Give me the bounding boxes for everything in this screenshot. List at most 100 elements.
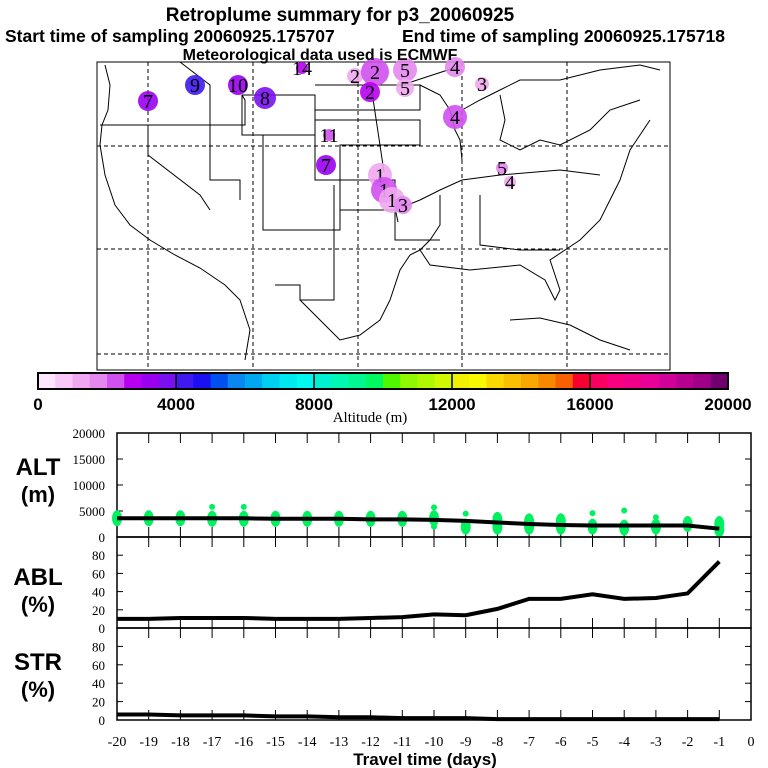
plume-marker-dot <box>347 68 363 84</box>
plume-marker: 2 <box>360 82 380 104</box>
particle-cluster-point <box>462 510 469 517</box>
plume-marker-dot <box>445 57 465 77</box>
plume-marker-label: 4 <box>450 107 460 129</box>
plume-marker-dot <box>475 77 489 91</box>
y-tick-label: 0 <box>99 621 106 636</box>
series-line-str <box>117 712 720 722</box>
plume-marker: 5 <box>496 158 508 180</box>
colorbar-swatch <box>245 373 263 389</box>
colorbar-swatch <box>227 373 246 389</box>
trajectory-map: 791081411722255434111354 <box>96 57 671 371</box>
plume-marker-label: 9 <box>190 75 200 97</box>
colorbar-tick-label: 8000 <box>295 395 333 414</box>
colorbar-swatch <box>55 373 73 389</box>
plume-marker-label: 1 <box>387 190 397 212</box>
particle-cluster-point <box>589 510 596 517</box>
x-tick-label: -15 <box>266 735 285 750</box>
colorbar-swatch <box>434 373 453 389</box>
plume-marker-label: 11 <box>319 125 338 147</box>
altitude-colorbar: 0 4000 8000 12000 16000 20000 <box>33 372 752 414</box>
colorbar-swatch <box>176 373 194 389</box>
plume-marker-dot <box>296 62 308 74</box>
plume-marker-label: 4 <box>450 57 460 79</box>
colorbar-tick-label: 20000 <box>704 395 751 414</box>
particle-cluster-point <box>209 503 216 510</box>
plume-marker-dot <box>254 87 276 109</box>
plume-marker-label: 3 <box>398 195 408 217</box>
y-tick-label: 20000 <box>73 426 106 441</box>
colorbar-swatch <box>555 373 574 389</box>
plume-marker-label: 10 <box>228 75 248 97</box>
colorbar-swatch <box>400 373 418 389</box>
panel-yunit: (%) <box>21 677 55 702</box>
plume-marker-label: 5 <box>400 60 410 82</box>
x-tick-label: -12 <box>361 735 380 750</box>
colorbar-swatch <box>538 373 556 389</box>
plume-marker-dot <box>361 58 389 86</box>
panel-yunit: (m) <box>21 482 55 507</box>
plume-marker-label: 1 <box>375 165 385 187</box>
panel-ylabel: ALT <box>16 454 61 481</box>
plume-marker-dot <box>138 91 158 111</box>
colorbar-swatch <box>141 373 160 389</box>
x-tick-label: -5 <box>587 735 599 750</box>
plume-marker-label: 3 <box>477 74 487 96</box>
colorbar-swatch <box>72 373 91 389</box>
colorbar-swatch <box>641 373 660 389</box>
y-tick-label: 15000 <box>73 452 106 467</box>
colorbar-frame <box>37 372 729 390</box>
particle-cluster-point <box>621 507 628 514</box>
colorbar-swatch <box>469 373 487 389</box>
colorbar-swatch <box>590 373 608 389</box>
map-frame <box>96 61 671 371</box>
plume-marker-label: 5 <box>497 158 507 180</box>
x-tick-label: -3 <box>650 735 662 750</box>
colorbar-swatch <box>676 373 694 389</box>
colorbar-swatch <box>296 373 315 389</box>
x-tick-label: -13 <box>330 735 349 750</box>
x-tick-label: -9 <box>460 735 472 750</box>
plume-marker-label: 14 <box>292 58 312 80</box>
particle-cluster-point <box>431 523 437 530</box>
colorbar-swatch <box>452 373 470 389</box>
colorbar-swatch <box>521 373 539 389</box>
plume-marker: 2 <box>347 66 363 88</box>
met-data-label: Meteorological data used is ECMWF <box>183 47 458 64</box>
x-tick-label: -11 <box>393 735 411 750</box>
particle-cluster-point <box>240 503 247 510</box>
y-tick-label: 40 <box>92 676 105 691</box>
colorbar-swatch <box>503 373 522 389</box>
y-tick-label: 40 <box>92 585 105 600</box>
plume-marker-dot <box>504 176 516 188</box>
x-tick-label: -19 <box>139 735 158 750</box>
x-tick-label: -1 <box>713 735 725 750</box>
start-time-label: Start time of sampling 20060925.175707 <box>5 26 335 46</box>
series-line-alt <box>117 516 720 531</box>
colorbar-tick-label: 4000 <box>157 395 195 414</box>
plume-marker: 11 <box>319 125 338 147</box>
plume-marker-label: 2 <box>365 82 375 104</box>
y-tick-label: 0 <box>99 530 106 545</box>
panel-alt: ALT(m) 0 5000 10000 15000 20000 <box>16 426 752 545</box>
colorbar-label: Altitude (m) <box>333 410 408 426</box>
plume-marker-dot <box>323 129 335 141</box>
colorbar-tick-label: 16000 <box>566 395 613 414</box>
panel-ylabel: ABL <box>13 564 62 591</box>
particle-cluster-point <box>557 513 564 520</box>
colorbar-swatch <box>193 373 211 389</box>
map-state-borders <box>99 61 661 361</box>
figure-title: Retroplume summary for p3_20060925 <box>166 5 515 26</box>
y-tick-label: 80 <box>92 639 105 654</box>
plume-marker: 8 <box>254 87 276 110</box>
colorbar-swatch <box>607 373 625 389</box>
colorbar-swatch <box>624 373 643 389</box>
colorbar-swatch <box>314 373 332 389</box>
colorbar-swatch <box>38 373 56 389</box>
plume-marker-dot <box>496 162 508 174</box>
plume-marker: 9 <box>185 75 205 97</box>
colorbar-swatch <box>158 373 177 389</box>
colorbar-swatch <box>124 373 142 389</box>
plume-marker-label: 2 <box>350 66 360 88</box>
plume-marker-label: 7 <box>143 91 153 113</box>
colorbar-swatch <box>262 373 280 389</box>
